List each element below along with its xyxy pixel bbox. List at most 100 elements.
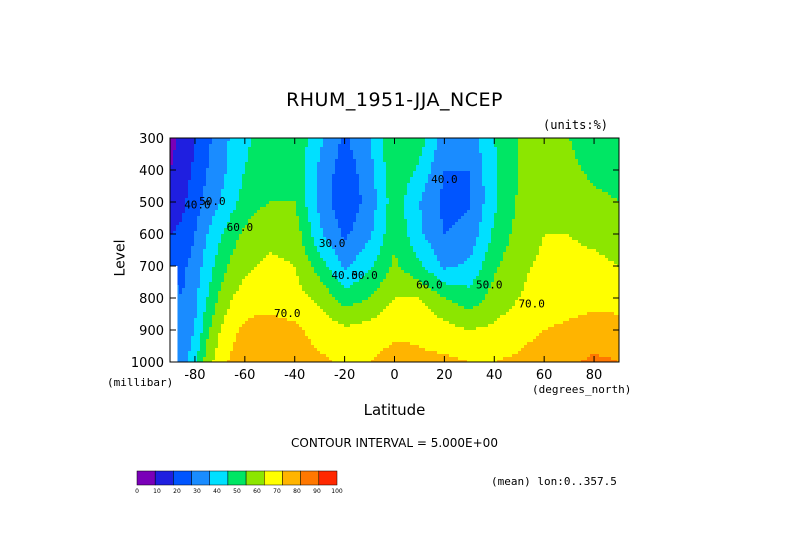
contour-fill-cell <box>230 189 234 193</box>
contour-fill-cell <box>245 321 249 325</box>
contour-fill-cell <box>299 177 303 181</box>
contour-fill-cell <box>335 327 339 331</box>
contour-fill-cell <box>293 300 297 304</box>
contour-fill-cell <box>206 147 210 151</box>
contour-fill-cell <box>236 360 240 362</box>
contour-fill-cell <box>227 180 231 184</box>
contour-fill-cell <box>287 267 291 271</box>
contour-fill-cell <box>317 252 321 256</box>
contour-fill-cell <box>353 327 357 331</box>
contour-fill-cell <box>188 252 192 256</box>
contour-fill-cell <box>197 177 201 181</box>
contour-fill-cell <box>206 222 210 226</box>
contour-fill-cell <box>215 270 219 274</box>
contour-fill-cell <box>260 207 264 211</box>
contour-fill-cell <box>269 228 273 232</box>
contour-fill-cell <box>287 342 291 346</box>
contour-fill-cell <box>317 279 321 283</box>
contour-fill-cell <box>278 159 282 163</box>
contour-fill-cell <box>248 168 252 172</box>
contour-fill-cell <box>176 327 180 331</box>
contour-fill-cell <box>350 276 354 280</box>
contour-fill-cell <box>293 321 297 325</box>
contour-fill-cell <box>287 192 291 196</box>
contour-fill-cell <box>176 267 180 271</box>
contour-fill-cell <box>323 258 327 262</box>
contour-fill-cell <box>230 276 234 280</box>
contour-fill-cell <box>344 237 348 241</box>
contour-fill-cell <box>188 276 192 280</box>
contour-fill-cell <box>326 288 330 292</box>
contour-fill-cell <box>182 327 186 331</box>
contour-fill-cell <box>218 228 222 232</box>
contour-fill-cell <box>215 312 219 316</box>
contour-fill-cell <box>320 222 324 226</box>
contour-fill-cell <box>212 360 216 362</box>
contour-fill-cell <box>185 270 189 274</box>
contour-fill-cell <box>302 321 306 325</box>
contour-fill-cell <box>314 198 318 202</box>
contour-fill-cell <box>335 339 339 343</box>
contour-fill-cell <box>323 144 327 148</box>
contour-fill-cell <box>281 207 285 211</box>
contour-fill-cell <box>344 201 348 205</box>
contour-fill-cell <box>242 270 246 274</box>
contour-fill-cell <box>320 336 324 340</box>
contour-fill-cell <box>290 183 294 187</box>
contour-fill-cell <box>323 348 327 352</box>
contour-fill-cell <box>263 339 267 343</box>
contour-fill-cell <box>215 210 219 214</box>
contour-fill-cell <box>350 231 354 235</box>
contour-fill-cell <box>293 291 297 295</box>
contour-fill-cell <box>290 348 294 352</box>
contour-fill-cell <box>296 324 300 328</box>
contour-fill-cell <box>185 258 189 262</box>
contour-fill-cell <box>185 156 189 160</box>
contour-fill-cell <box>194 192 198 196</box>
contour-fill-cell <box>362 216 366 220</box>
contour-fill-cell <box>365 255 369 259</box>
contour-fill-cell <box>242 315 246 319</box>
contour-fill-cell <box>236 327 240 331</box>
contour-fill-cell <box>239 240 243 244</box>
contour-fill-cell <box>368 207 372 211</box>
contour-fill-cell <box>335 282 339 286</box>
contour-fill-cell <box>296 345 300 349</box>
contour-fill-cell <box>299 276 303 280</box>
contour-fill-cell <box>191 333 195 337</box>
contour-fill-cell <box>200 138 204 142</box>
contour-fill-cell <box>326 144 330 148</box>
contour-fill-cell <box>359 231 363 235</box>
contour-fill-cell <box>236 195 240 199</box>
contour-fill-cell <box>338 180 342 184</box>
contour-fill-cell <box>287 246 291 250</box>
contour-fill-cell <box>188 186 192 190</box>
contour-fill-cell <box>233 237 237 241</box>
contour-fill-cell <box>278 162 282 166</box>
contour-fill-cell <box>293 297 297 301</box>
contour-fill-cell <box>191 252 195 256</box>
contour-fill-cell <box>293 237 297 241</box>
contour-fill-cell <box>197 180 201 184</box>
contour-fill-cell <box>170 201 174 205</box>
contour-fill-cell <box>230 348 234 352</box>
contour-fill-cell <box>338 345 342 349</box>
contour-fill-cell <box>317 312 321 316</box>
contour-fill-cell <box>305 249 309 253</box>
contour-fill-cell <box>260 348 264 352</box>
contour-fill-cell <box>194 180 198 184</box>
contour-fill-cell <box>275 309 279 313</box>
contour-fill-cell <box>320 312 324 316</box>
contour-fill-cell <box>350 249 354 253</box>
contour-fill-cell <box>335 318 339 322</box>
contour-fill-cell <box>218 174 222 178</box>
contour-fill-cell <box>221 279 225 283</box>
contour-fill-cell <box>254 255 258 259</box>
contour-fill-cell <box>293 315 297 319</box>
contour-fill-cell <box>272 234 276 238</box>
contour-fill-cell <box>239 168 243 172</box>
contour-fill-cell <box>287 315 291 319</box>
contour-fill-cell <box>293 288 297 292</box>
contour-fill-cell <box>206 345 210 349</box>
contour-fill-cell <box>341 330 345 334</box>
